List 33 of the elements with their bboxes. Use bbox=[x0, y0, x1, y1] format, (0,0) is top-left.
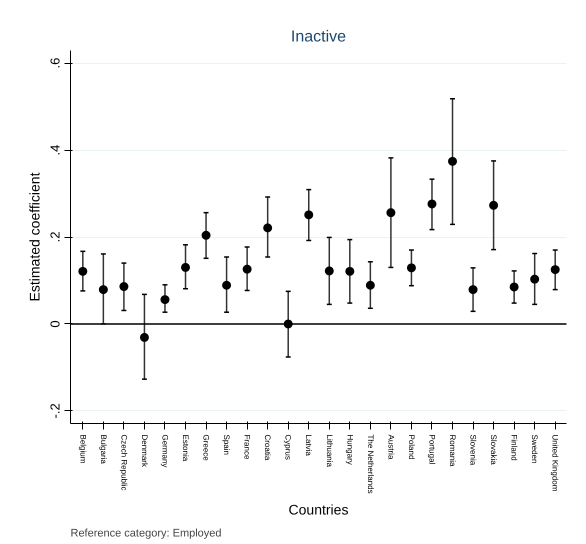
x-tick-label: Hungary bbox=[345, 434, 354, 465]
x-tick-label: Bulgaria bbox=[98, 434, 108, 464]
x-tick-label: Slovenia bbox=[468, 434, 478, 466]
x-tick-label: Spain bbox=[222, 434, 232, 455]
y-tick-label: .4 bbox=[48, 144, 62, 156]
x-tick-label: Estonia bbox=[181, 434, 190, 462]
x-tick-label: Austria bbox=[386, 434, 396, 460]
y-tick-label: .2 bbox=[48, 232, 62, 242]
x-tick-label: Portugal bbox=[427, 434, 436, 465]
x-axis-title: Countries bbox=[288, 502, 348, 518]
x-tick-label: Germany bbox=[160, 434, 170, 468]
x-tick-label: Sweden bbox=[530, 434, 540, 464]
y-axis-title: Estimated coefficient bbox=[26, 172, 42, 302]
x-tick-label: Croatia bbox=[263, 434, 272, 461]
x-tick-label: Finland bbox=[510, 434, 519, 461]
x-tick-label: Greece bbox=[202, 434, 211, 462]
x-tick-label: Slovakia bbox=[489, 434, 498, 466]
x-tick-label: Belgium bbox=[78, 434, 88, 464]
chart-title: Inactive bbox=[290, 28, 346, 46]
x-tick-label: The Netherlands bbox=[366, 434, 375, 494]
x-tick-label: Cyprus bbox=[284, 434, 293, 460]
x-tick-label: France bbox=[242, 434, 252, 460]
y-tick-label: .6 bbox=[48, 58, 62, 69]
y-tick-label: 0 bbox=[48, 320, 62, 328]
x-tick-label: Czech Republic bbox=[119, 434, 128, 491]
x-tick-label: United Kingdom bbox=[550, 434, 560, 492]
text: Reference category: Employed bbox=[70, 528, 222, 540]
x-tick-label: Denmark bbox=[140, 434, 149, 468]
x-tick-label: Romania bbox=[448, 434, 458, 468]
x-tick-label: Lithuania bbox=[324, 434, 334, 468]
x-tick-label: Latvia bbox=[304, 434, 314, 456]
x-tick-label: Poland bbox=[406, 434, 416, 460]
y-tick-label: -.2 bbox=[48, 403, 62, 418]
